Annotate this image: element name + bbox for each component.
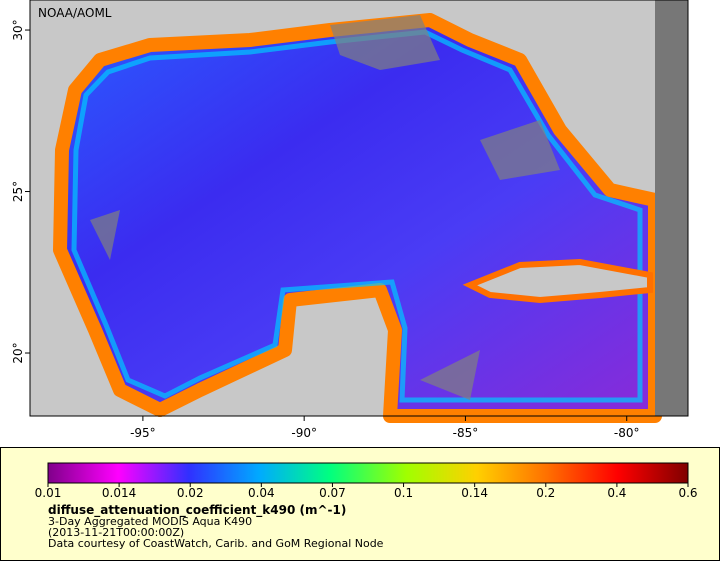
colorbar-tick-label: 0.6 — [678, 486, 697, 500]
map-frame — [29, 0, 689, 417]
colorbar-tick-label: 0.14 — [461, 486, 488, 500]
y-tick-label: 25° — [11, 181, 25, 202]
colorbar-tick-label: 0.2 — [536, 486, 555, 500]
colorbar-tick-label: 0.04 — [248, 486, 275, 500]
y-tick-label: 20° — [11, 342, 25, 363]
colorbar — [47, 462, 689, 484]
legend-variable: diffuse_attenuation_coefficient_k490 (m^… — [48, 503, 346, 518]
credit: NOAA/AOML — [38, 6, 112, 20]
map: NOAA/AOML — [29, 0, 689, 423]
x-tick-label: -95° — [130, 426, 156, 440]
y-tick-label: 30° — [11, 19, 25, 40]
x-tick-label: -80° — [614, 426, 640, 440]
legend-line: (2013-11-21T00:00:00Z) — [48, 526, 184, 539]
colorbar-tick-label: 0.014 — [102, 486, 136, 500]
colorbar-tick-label: 0.02 — [177, 486, 204, 500]
x-tick-label: -90° — [291, 426, 317, 440]
colorbar-tick-label: 0.01 — [35, 486, 62, 500]
legend-line: Data courtesy of CoastWatch, Carib. and … — [48, 537, 384, 550]
cuba — [462, 258, 653, 304]
colorbar-tick-label: 0.1 — [394, 486, 413, 500]
no-data — [655, 0, 688, 416]
colorbar-tick-label: 0.07 — [319, 486, 346, 500]
x-tick-label: -85° — [453, 426, 479, 440]
legend-line: 3-Day Aggregated MODIS Aqua K490 — [48, 515, 252, 528]
colorbar-tick-label: 0.4 — [607, 486, 626, 500]
